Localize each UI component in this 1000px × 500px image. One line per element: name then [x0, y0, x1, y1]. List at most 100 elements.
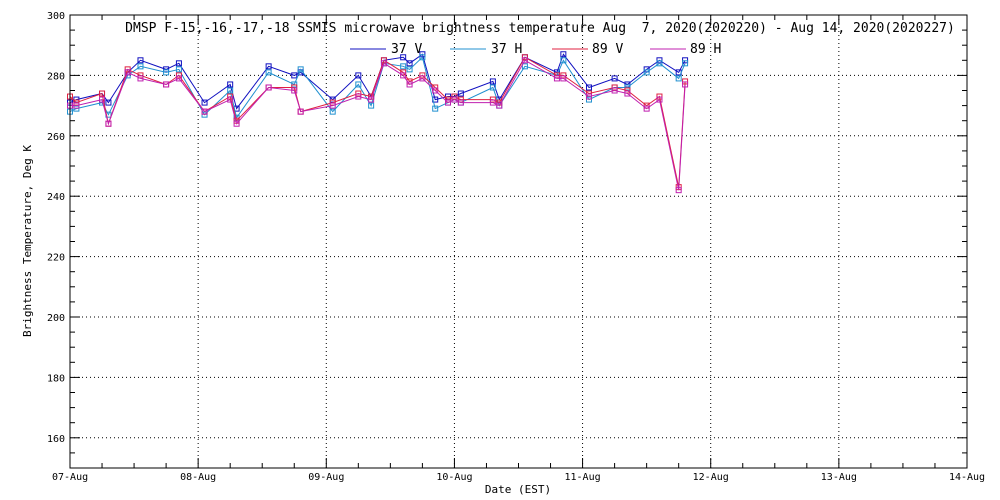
legend-label-89v: 89 V [592, 42, 623, 57]
y-tick-label: 260 [47, 132, 65, 143]
data-point-89h [291, 87, 298, 94]
data-point-89h [445, 99, 452, 106]
data-point-89h [297, 108, 304, 115]
tick-labels: 160 180 200 220 240 260 280 300 07-Aug 08-Aug 09-A… [47, 11, 985, 483]
data-point-89h [560, 75, 567, 82]
series-line-37h [69, 56, 686, 119]
data-point-37h [560, 57, 567, 64]
data-point-37h [432, 105, 439, 112]
data-point-89v [99, 90, 106, 97]
data-point-89h [432, 87, 439, 94]
y-tick-label: 240 [47, 192, 65, 203]
data-point-37v [163, 66, 170, 73]
data-point-37h [291, 81, 298, 88]
data-point-37v [406, 60, 413, 67]
data-point-37v [611, 75, 618, 82]
data-point-89h [137, 75, 144, 82]
y-tick-label: 280 [47, 71, 65, 82]
data-point-89h [553, 75, 560, 82]
data-point-89h [496, 102, 503, 109]
y-tick-label: 160 [47, 434, 65, 445]
data-point-89h [624, 90, 631, 97]
data-point-89v [451, 93, 458, 100]
data-point-89h [656, 96, 663, 103]
data-point-89h [233, 120, 240, 127]
data-point-89v [457, 96, 464, 103]
legend-label-37v: 37 V [391, 42, 422, 57]
data-point-37h [355, 81, 362, 88]
data-point-37v [137, 57, 144, 64]
data-point-89h [329, 102, 336, 109]
data-point-37h [163, 69, 170, 76]
data-point-37v [400, 54, 407, 61]
data-point-89h [406, 81, 413, 88]
x-tick-label: 07-Aug [52, 472, 88, 483]
data-point-37v [291, 72, 298, 79]
data-point-37h [265, 69, 272, 76]
data-point-89h [105, 120, 112, 127]
series-89h [67, 57, 689, 194]
x-tick-label: 13-Aug [821, 472, 857, 483]
data-point-37h [406, 66, 413, 73]
data-point-89h [99, 96, 106, 103]
chart-title: DMSP F-15,-16,-17,-18 SSMIS microwave br… [125, 21, 955, 36]
data-point-37v [175, 60, 182, 67]
data-point-37v [489, 78, 496, 85]
data-point-37h [400, 63, 407, 70]
data-point-37v [105, 99, 112, 106]
x-tick-label: 12-Aug [693, 472, 729, 483]
data-point-37h [585, 96, 592, 103]
data-point-89h [457, 99, 464, 106]
plot-frame [69, 14, 968, 469]
data-point-89h [368, 96, 375, 103]
y-axis-title: Brightness Temperature, Deg K [21, 145, 34, 337]
data-point-89h [380, 60, 387, 67]
data-point-37h [297, 66, 304, 73]
data-point-89v [611, 84, 618, 91]
data-point-37h [521, 63, 528, 70]
data-point-89h [124, 69, 131, 76]
data-point-37h [368, 102, 375, 109]
data-point-37v [457, 90, 464, 97]
data-point-89h [73, 102, 80, 109]
data-point-37v [265, 63, 272, 70]
legend: 37 V 37 H 89 V 89 H [350, 42, 721, 57]
data-point-37v [227, 81, 234, 88]
data-point-89h [675, 187, 682, 194]
x-tick-label: 08-Aug [180, 472, 216, 483]
data-point-37h [624, 84, 631, 91]
data-point-37h [675, 75, 682, 82]
data-point-37h [643, 69, 650, 76]
data-point-89v [489, 96, 496, 103]
data-point-89v [73, 99, 80, 106]
data-point-89h [175, 75, 182, 82]
data-point-37v [355, 72, 362, 79]
data-point-37v [329, 96, 336, 103]
data-point-89h [227, 96, 234, 103]
data-point-89h [611, 87, 618, 94]
legend-label-37h: 37 H [491, 42, 522, 57]
data-point-37h [175, 66, 182, 73]
data-point-37v [682, 57, 689, 64]
data-point-89v [682, 78, 689, 85]
data-point-37h [329, 108, 336, 115]
data-point-37h [682, 60, 689, 67]
data-point-89h [682, 81, 689, 88]
data-point-37h [73, 105, 80, 112]
data-point-37v [201, 99, 208, 106]
data-point-37h [656, 60, 663, 67]
legend-label-89h: 89 H [690, 42, 721, 57]
data-point-37h [201, 111, 208, 118]
x-tick-label: 09-Aug [308, 472, 344, 483]
data-point-89h [585, 93, 592, 100]
data-point-89h [419, 75, 426, 82]
series-line-89h [70, 59, 686, 191]
x-tick-label: 11-Aug [565, 472, 601, 483]
data-point-89h [489, 99, 496, 106]
data-point-89h [355, 93, 362, 100]
data-point-37h [489, 84, 496, 91]
x-axis-title: Date (EST) [485, 483, 551, 496]
data-point-89v [227, 93, 234, 100]
data-point-89h [265, 84, 272, 91]
